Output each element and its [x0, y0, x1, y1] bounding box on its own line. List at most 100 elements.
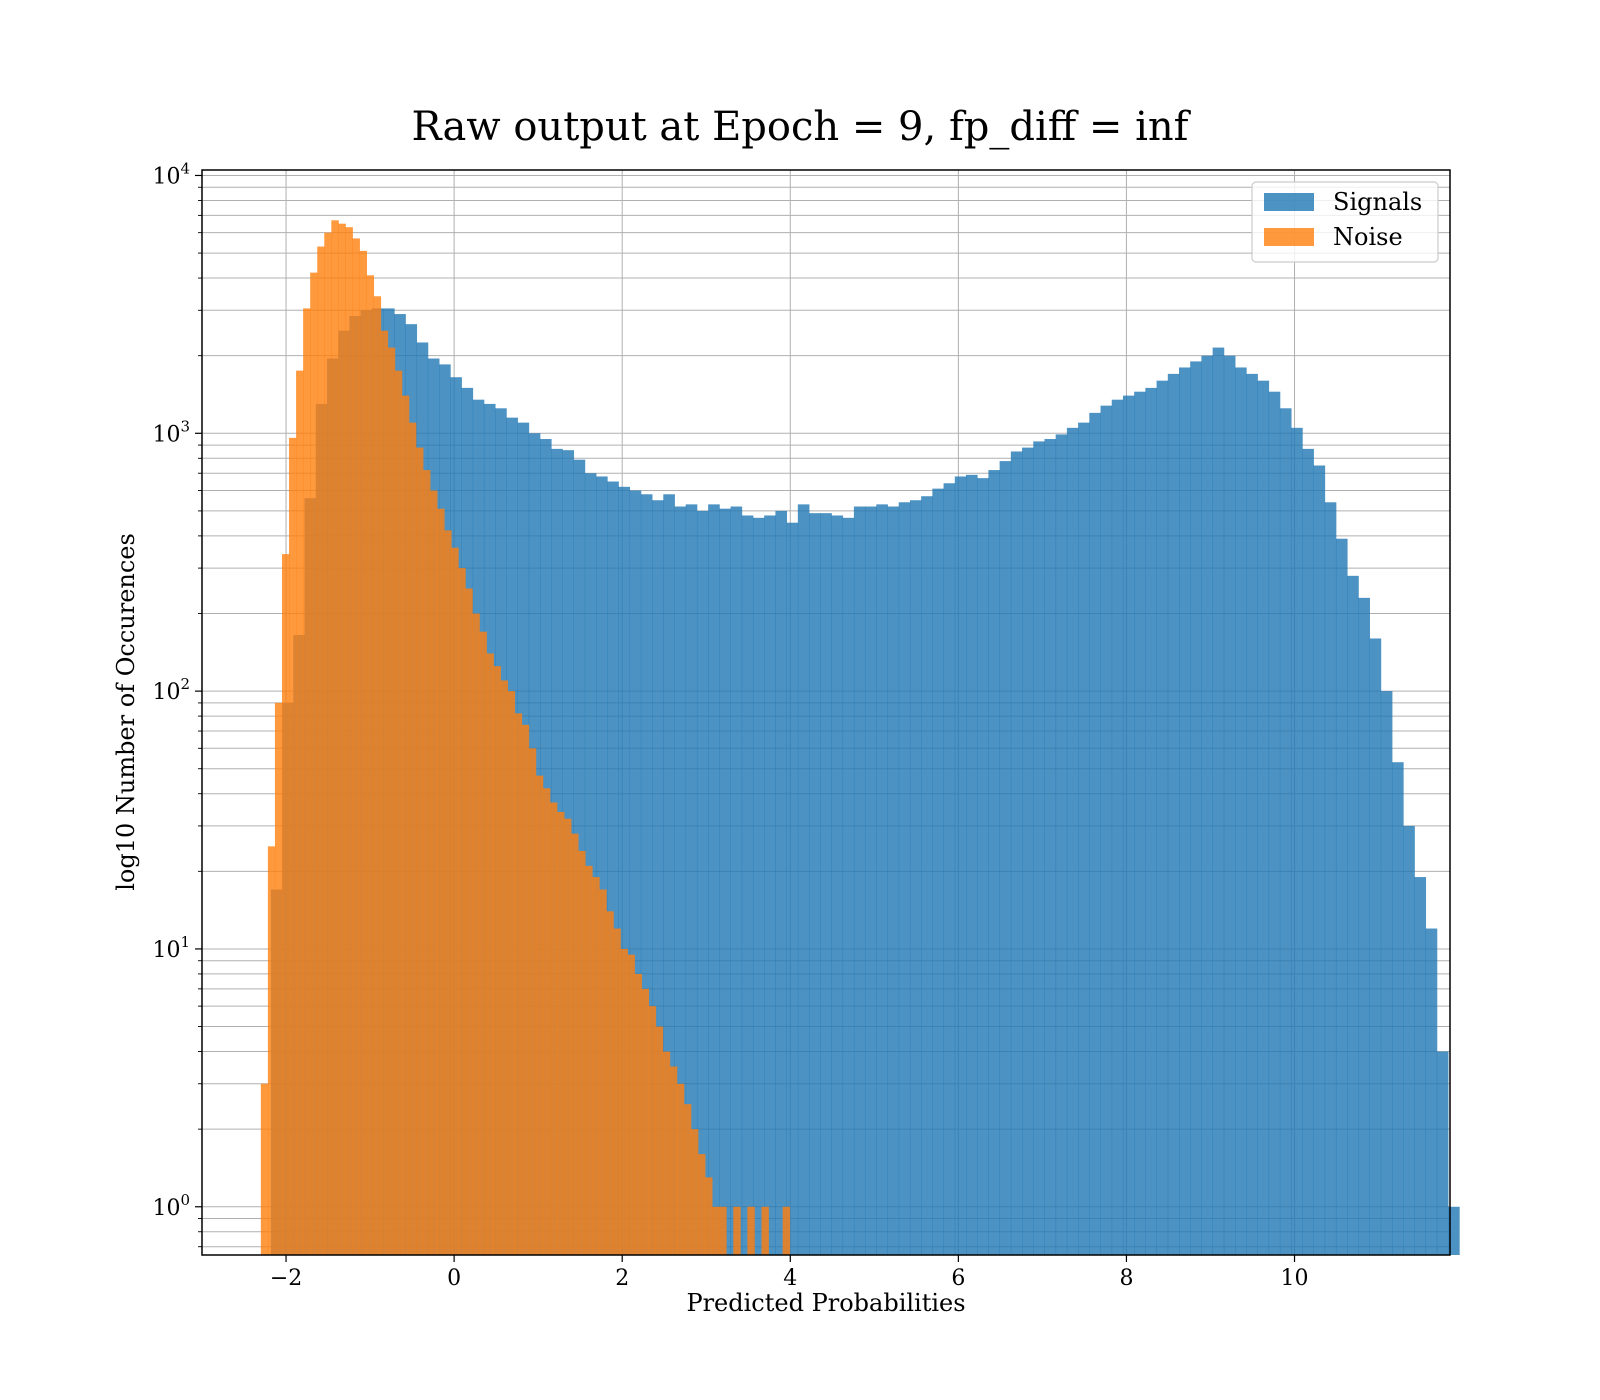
- histogram-bar: [296, 370, 304, 1255]
- legend-swatch-signals: [1264, 193, 1314, 211]
- x-axis-label: Predicted Probabilities: [686, 1289, 965, 1317]
- histogram-bar: [1414, 877, 1427, 1255]
- histogram-bar: [1436, 1051, 1449, 1255]
- histogram-bar: [331, 220, 339, 1256]
- histogram-bars: [260, 220, 1460, 1256]
- histogram-bar: [1078, 422, 1090, 1256]
- y-axis-label: log10 Number of Occurences: [112, 533, 140, 891]
- histogram-bar: [1380, 691, 1393, 1255]
- histogram-bar: [387, 347, 396, 1255]
- histogram-bar: [690, 1129, 699, 1255]
- histogram-bar: [472, 613, 480, 1255]
- histogram-bar: [641, 988, 650, 1255]
- histogram-bar: [317, 246, 325, 1256]
- histogram-bar: [634, 973, 642, 1255]
- histogram-bar: [345, 227, 353, 1255]
- histogram-bar: [943, 483, 956, 1255]
- histogram-bar: [876, 504, 888, 1256]
- histogram-bar: [669, 1066, 678, 1255]
- histogram-bar: [585, 865, 593, 1255]
- histogram-bar: [289, 437, 297, 1255]
- histogram-bar: [613, 928, 621, 1255]
- histogram-bar: [338, 223, 346, 1255]
- histogram-bar: [324, 232, 332, 1255]
- histogram-bar: [887, 506, 900, 1255]
- histogram-bar: [1246, 373, 1258, 1255]
- histogram-bar: [458, 568, 466, 1255]
- histogram-bar: [1033, 441, 1045, 1256]
- histogram-bar: [444, 530, 452, 1255]
- histogram-bar: [571, 833, 579, 1255]
- x-tick-label: 8: [1119, 1266, 1133, 1291]
- y-tick-label: 101: [152, 933, 190, 963]
- y-tick-label: 104: [152, 159, 190, 189]
- histogram-bar: [999, 461, 1012, 1255]
- histogram-bar: [1066, 427, 1079, 1255]
- histogram-bar: [430, 490, 438, 1255]
- histogram-bar: [764, 515, 776, 1255]
- histogram-bar: [761, 1206, 769, 1255]
- histogram-bar: [542, 788, 551, 1255]
- histogram-bar: [500, 680, 509, 1255]
- histogram-bar: [535, 775, 544, 1255]
- histogram-bar: [697, 1154, 706, 1255]
- histogram-bar: [1134, 391, 1146, 1255]
- histogram-bar: [366, 275, 375, 1255]
- histogram-bar: [1089, 412, 1101, 1255]
- legend-label-signals: Signals: [1333, 188, 1422, 216]
- chart-title: Raw output at Epoch = 9, fp_diff = inf: [412, 104, 1192, 150]
- y-tick-label: 100: [152, 1191, 190, 1221]
- histogram-bar: [260, 1083, 269, 1255]
- histogram-bar: [627, 954, 635, 1255]
- histogram-bar: [303, 308, 311, 1255]
- histogram-bar: [648, 1006, 657, 1255]
- histogram-bar: [1347, 575, 1359, 1255]
- histogram-bar: [423, 470, 431, 1255]
- x-tick-label: 10: [1281, 1266, 1309, 1291]
- histogram-bar: [932, 488, 944, 1255]
- histogram-bar: [1335, 538, 1348, 1255]
- x-tick-label: 2: [615, 1266, 629, 1291]
- histogram-bar: [514, 713, 523, 1255]
- histogram-bar: [564, 818, 572, 1255]
- histogram-bar: [809, 513, 821, 1255]
- histogram-bar: [1313, 465, 1326, 1255]
- histogram-bar: [898, 502, 911, 1256]
- x-tick-label: 4: [783, 1266, 797, 1291]
- histogram-bar: [775, 510, 788, 1255]
- y-tick-label: 102: [152, 675, 190, 705]
- histogram-bar: [528, 748, 537, 1255]
- histogram-bar: [674, 506, 687, 1255]
- histogram-bar: [1448, 1206, 1460, 1255]
- histogram-bar: [842, 517, 855, 1255]
- histogram-bar: [865, 506, 877, 1255]
- histogram-bar: [607, 481, 619, 1255]
- histogram-bar: [373, 296, 382, 1255]
- histogram-bar: [747, 1206, 755, 1255]
- histogram-bar: [1145, 387, 1157, 1255]
- histogram-bar: [267, 846, 276, 1255]
- histogram-bar: [730, 506, 743, 1255]
- histogram-bar: [1302, 448, 1314, 1255]
- y-tick-label: 103: [152, 417, 190, 447]
- histogram-bar: [592, 877, 600, 1255]
- histogram-bar: [662, 1051, 671, 1255]
- histogram-bar: [1179, 367, 1191, 1255]
- histogram-bar: [1291, 427, 1303, 1255]
- histogram-bar: [281, 554, 290, 1255]
- histogram-bar: [696, 510, 709, 1255]
- histogram-bar: [606, 911, 614, 1255]
- histogram-bar: [437, 508, 445, 1256]
- x-tick-label: −2: [270, 1266, 302, 1291]
- histogram-bar: [977, 478, 989, 1255]
- histogram-bar: [1044, 439, 1057, 1255]
- histogram-bar: [988, 470, 1001, 1255]
- histogram-bar: [655, 1026, 664, 1255]
- x-tick-label: 0: [447, 1266, 461, 1291]
- histogram-bar: [465, 588, 473, 1255]
- histogram-bar: [1369, 638, 1382, 1255]
- histogram-bar: [1156, 380, 1169, 1255]
- histogram-bar: [380, 330, 389, 1255]
- histogram-bar: [415, 447, 424, 1256]
